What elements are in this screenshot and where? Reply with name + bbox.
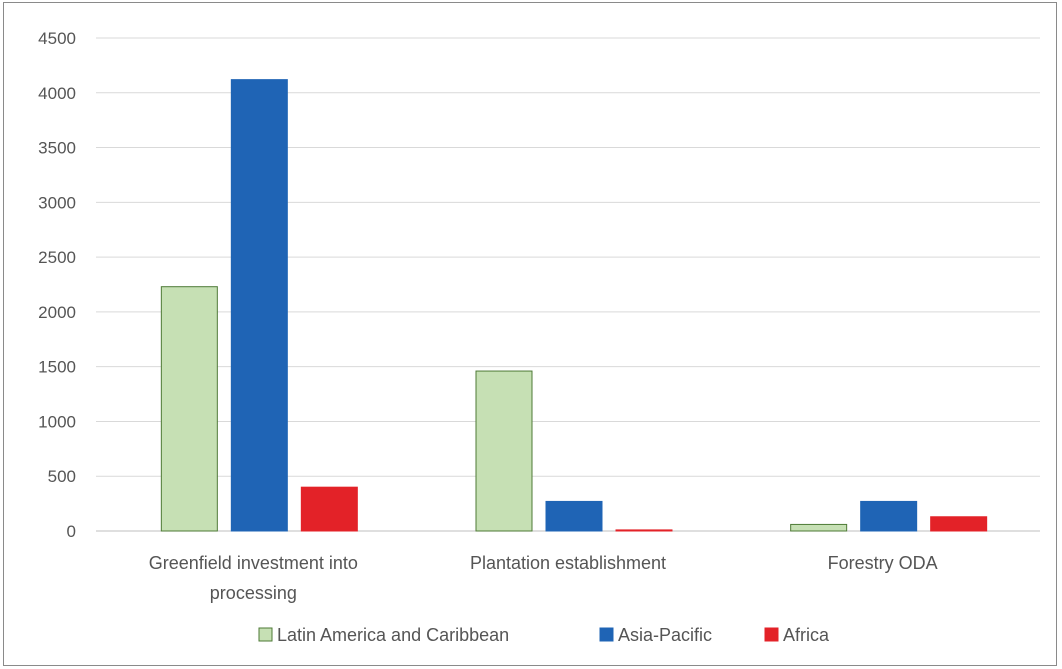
- bar-latin-america-and-caribbean-0: [160, 286, 218, 532]
- category-label: Forestry ODA: [828, 553, 938, 573]
- legend-label: Africa: [783, 625, 830, 645]
- y-tick-label: 2000: [38, 303, 76, 322]
- bar-africa-0: [300, 486, 358, 532]
- bar-asia-pacific-0: [230, 79, 288, 532]
- bar-asia-pacific-2: [860, 500, 918, 532]
- category-label: Greenfield investment into: [149, 553, 358, 573]
- y-tick-label: 1500: [38, 358, 76, 377]
- legend-label: Latin America and Caribbean: [277, 625, 509, 645]
- y-tick-label: 1000: [38, 412, 76, 431]
- bar-asia-pacific-1: [545, 500, 603, 532]
- y-tick-label: 0: [67, 522, 76, 541]
- legend-swatch: [258, 627, 273, 642]
- category-label: Plantation establishment: [470, 553, 666, 573]
- y-tick-label: 3000: [38, 193, 76, 212]
- legend-swatch: [764, 627, 779, 642]
- y-tick-label: 2500: [38, 248, 76, 267]
- y-tick-label: 4000: [38, 84, 76, 103]
- legend-swatch: [599, 627, 614, 642]
- category-label: processing: [210, 583, 297, 603]
- y-tick-label: 4500: [38, 29, 76, 48]
- bar-latin-america-and-caribbean-2: [790, 523, 848, 532]
- y-tick-label: 3500: [38, 139, 76, 158]
- bar-africa-1: [615, 529, 673, 532]
- bar-africa-2: [930, 516, 988, 532]
- legend-label: Asia-Pacific: [618, 625, 712, 645]
- bar-latin-america-and-caribbean-1: [475, 370, 533, 532]
- y-tick-label: 500: [48, 467, 76, 486]
